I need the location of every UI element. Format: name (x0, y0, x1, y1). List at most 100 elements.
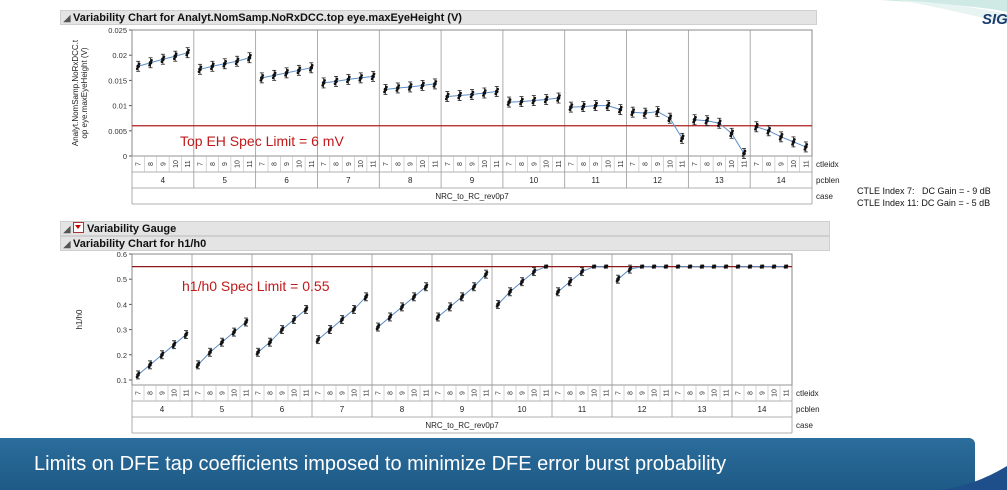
ctleidx-tick-label: 8 (268, 391, 275, 395)
data-point (445, 94, 450, 99)
data-point (766, 132, 770, 135)
data-point (293, 316, 297, 319)
ctleidx-tick-label: 10 (173, 160, 180, 168)
data-point (593, 264, 597, 268)
data-point (457, 96, 460, 100)
data-point (365, 293, 369, 297)
data-point (286, 69, 289, 72)
data-point (711, 266, 715, 269)
data-point (651, 266, 655, 269)
ctleidx-tick-label: 7 (196, 391, 203, 395)
disclosure-triangle-icon[interactable]: ◢ (63, 13, 71, 23)
data-point (771, 266, 775, 269)
ctleidx-tick-label: 11 (556, 160, 563, 167)
bottom-chart-header[interactable]: ◢ Variability Chart for h1/h0 (60, 236, 830, 251)
ctleidx-tick-label: 9 (717, 162, 724, 166)
data-point (665, 264, 669, 268)
ctleidx-tick-label: 7 (630, 162, 637, 166)
data-point (433, 82, 437, 86)
data-point (692, 117, 697, 122)
data-point (315, 340, 319, 343)
data-point (558, 94, 561, 97)
ctleidx-tick-label: 8 (334, 162, 341, 166)
data-point (150, 58, 153, 62)
row-label: case (816, 192, 833, 201)
data-point (803, 148, 807, 151)
ctleidx-tick-label: 8 (457, 162, 464, 166)
row-label: ctleidx (796, 389, 819, 398)
company-logo: SIG (880, 0, 1007, 28)
data-point (615, 279, 619, 283)
data-point (425, 283, 429, 287)
data-point (413, 293, 417, 297)
bottom-variability-chart: 0.1 0.2 0.3 0.4 0.5 0.6 h1/h0 7 8 9 10 11 4 7 8 9 10 11 5 7… (75, 251, 820, 434)
data-point (581, 268, 585, 271)
disclosure-triangle-icon[interactable]: ◢ (63, 239, 71, 249)
data-point (247, 55, 252, 60)
ctleidx-tick-label: 10 (592, 389, 599, 397)
ctleidx-tick-label: 11 (184, 389, 191, 396)
data-point (483, 274, 487, 278)
pcblen-tick-label: 8 (408, 176, 413, 185)
data-point (497, 301, 501, 304)
data-point (408, 85, 412, 89)
ctleidx-tick-label: 9 (400, 391, 407, 395)
data-point (469, 95, 473, 99)
data-point (568, 108, 572, 111)
data-point (389, 313, 393, 317)
data-point (570, 103, 574, 106)
ctleidx-tick-label: 8 (148, 391, 155, 395)
pcblen-tick-label: 13 (715, 176, 724, 185)
row-label: case (796, 421, 813, 430)
data-point (329, 326, 333, 329)
data-point (655, 112, 658, 116)
ctleidx-tick-label: 11 (424, 389, 431, 396)
data-point (387, 317, 391, 321)
data-point (284, 74, 287, 77)
data-point (544, 97, 548, 102)
y-tick-label: 0.005 (108, 127, 127, 136)
data-point (291, 320, 295, 323)
data-point (494, 92, 498, 96)
ctleidx-tick-label: 11 (244, 389, 251, 396)
red-menu-triangle-icon[interactable] (73, 222, 84, 233)
data-point (372, 72, 376, 76)
data-point (249, 53, 252, 57)
data-point (680, 136, 684, 141)
ctleidx-tick-label: 7 (754, 162, 761, 166)
ctleidx-tick-label: 10 (606, 160, 613, 168)
data-point (147, 365, 151, 369)
variability-gauge-header[interactable]: ◢ Variability Gauge (60, 221, 830, 236)
pcblen-tick-label: 14 (758, 405, 767, 414)
disclosure-triangle-icon[interactable]: ◢ (63, 224, 71, 234)
top-chart-header[interactable]: ◢ Variability Chart for Analyt.NomSamp.No… (60, 10, 817, 25)
data-point (735, 266, 739, 269)
ctleidx-tick-label: 8 (208, 391, 215, 395)
spec-limit-label: Top EH Spec Limit = 6 mV (180, 133, 344, 149)
data-point (161, 57, 165, 62)
data-point (346, 77, 351, 82)
banner-text: Limits on DFE tap coefficients imposed t… (34, 453, 727, 475)
data-point (531, 101, 535, 105)
ctleidx-tick-label: 9 (700, 391, 707, 395)
data-point (473, 283, 477, 287)
data-point (399, 307, 403, 311)
ctle-note-line1: CTLE Index 7: DC Gain = - 9 dB (857, 186, 991, 196)
data-point (255, 352, 259, 356)
pcblen-tick-label: 10 (518, 405, 527, 414)
ctleidx-tick-label: 11 (544, 389, 551, 396)
data-point (804, 145, 808, 149)
ctleidx-tick-label: 10 (420, 160, 427, 168)
data-point (729, 134, 732, 138)
pcblen-tick-label: 5 (223, 176, 228, 185)
pcblen-tick-label: 12 (638, 405, 647, 414)
data-point (219, 342, 223, 346)
ctleidx-tick-label: 10 (296, 160, 303, 168)
ctleidx-tick-label: 7 (136, 162, 143, 166)
data-point (149, 361, 153, 365)
data-point (377, 323, 381, 327)
data-point (281, 326, 285, 329)
ctleidx-tick-label: 10 (729, 160, 736, 168)
data-point (370, 77, 374, 81)
pcblen-tick-label: 4 (161, 176, 166, 185)
